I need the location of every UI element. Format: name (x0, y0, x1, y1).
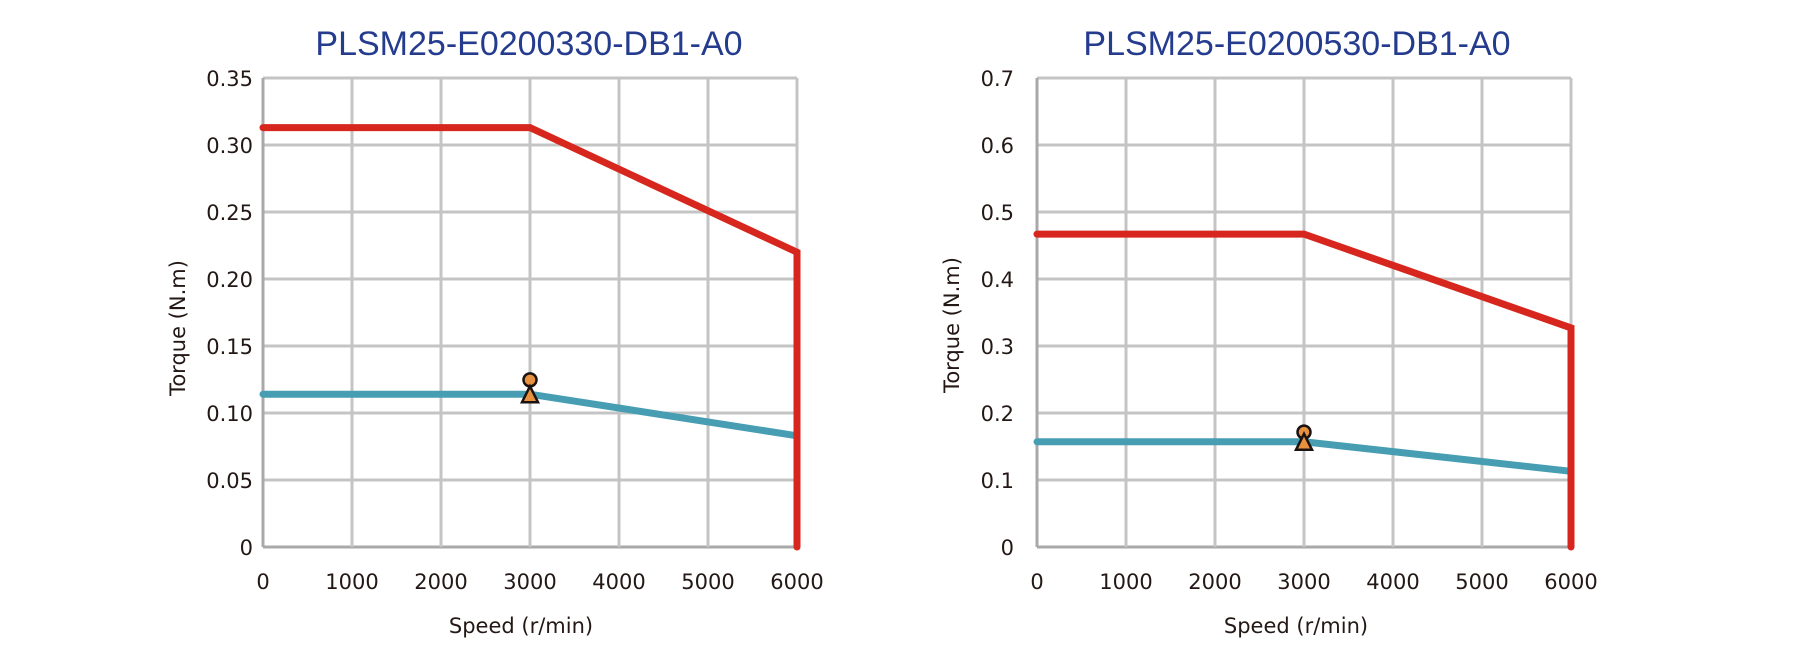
y-tick-label: 0.30 (206, 134, 253, 158)
y-tick-label: 0.3 (981, 335, 1014, 359)
markers (519, 372, 541, 404)
x-tick-label: 3000 (503, 570, 556, 594)
x-tick-label: 0 (256, 570, 269, 594)
x-tick-label: 1000 (1099, 570, 1152, 594)
peak-torque-line (259, 124, 801, 551)
x-tick-label: 2000 (414, 570, 467, 594)
y-tick-label: 0.6 (981, 134, 1014, 158)
y-tick-label: 0.10 (206, 402, 253, 426)
x-tick-label: 5000 (681, 570, 734, 594)
y-tick-label: 0.2 (981, 402, 1014, 426)
x-tick-label: 5000 (1455, 570, 1508, 594)
x-axis-label: Speed (r/min) (449, 614, 593, 638)
x-tick-label: 1000 (325, 570, 378, 594)
y-tick-label: 0.4 (981, 268, 1014, 292)
markers (1293, 424, 1315, 452)
chart-plsm25-e0200530: PLSM25-E0200530-DB1-A0 Speed (r/min) Tor… (940, 25, 1598, 638)
x-tick-label: 6000 (770, 570, 823, 594)
y-tick-label: 0.1 (981, 469, 1014, 493)
y-tick-label: 0.35 (206, 67, 253, 91)
x-tick-label: 3000 (1277, 570, 1330, 594)
y-axis-label: Torque (N.m) (940, 257, 964, 394)
y-tick-label: 0.25 (206, 201, 253, 225)
tick-labels: 0 0.1 0.2 0.3 0.4 0.5 0.6 0.7 0 1000 2000 3000 4000 5… (981, 67, 1598, 594)
x-tick-label: 4000 (1366, 570, 1419, 594)
chart-title: PLSM25-E0200330-DB1-A0 (315, 25, 742, 63)
tick-labels: 0 0.05 0.10 0.15 0.20 0.25 0.30 0.35 0 1000 2000 30… (206, 67, 823, 594)
grid (261, 76, 799, 549)
y-tick-label: 0.7 (981, 67, 1014, 91)
x-tick-label: 6000 (1544, 570, 1597, 594)
grid (1035, 76, 1573, 549)
chart-plsm25-e0200330: PLSM25-E0200330-DB1-A0 Speed (r/min) Tor… (166, 25, 824, 638)
y-axis-label: Torque (N.m) (166, 260, 190, 397)
peak-torque-line (1033, 230, 1575, 551)
x-tick-label: 2000 (1188, 570, 1241, 594)
y-tick-label: 0.20 (206, 268, 253, 292)
operating-point-triangle-marker (519, 383, 541, 404)
chart-title: PLSM25-E0200530-DB1-A0 (1083, 25, 1510, 63)
x-tick-label: 4000 (592, 570, 645, 594)
y-tick-label: 0.05 (206, 469, 253, 493)
y-tick-label: 0.15 (206, 335, 253, 359)
x-axis-label: Speed (r/min) (1224, 614, 1368, 638)
y-tick-label: 0 (1001, 536, 1014, 560)
y-tick-label: 0.5 (981, 201, 1014, 225)
operating-point-triangle-marker (1293, 431, 1315, 452)
y-tick-label: 0 (240, 536, 253, 560)
x-tick-label: 0 (1030, 570, 1043, 594)
